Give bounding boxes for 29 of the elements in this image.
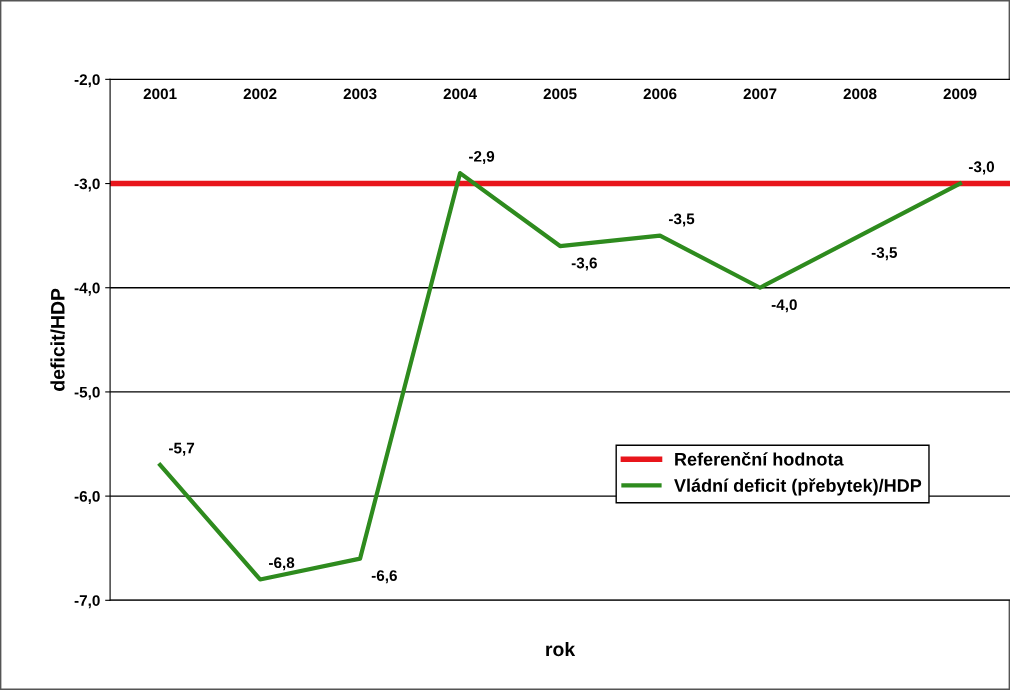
legend-label: Referenční hodnota [675,452,844,466]
x-tick-label: 2001 [143,88,177,100]
x-tick-label: 2008 [843,88,877,100]
x-tick-label: 2009 [943,88,977,100]
y-tick-label: -7,0 [74,595,100,609]
data-label: -3,6 [571,257,597,271]
x-tick-label: 2005 [543,88,577,100]
data-label: -2,9 [468,150,495,164]
x-tick-label: 2003 [343,88,377,100]
x-tick-label: 2002 [243,88,277,100]
y-tick-label: -3,0 [74,178,100,192]
data-label: -3,5 [871,247,898,261]
legend-label: Vládní deficit (přebytek)/HDP [674,478,922,496]
y-tick-label: -2,0 [74,74,100,88]
y-axis-title: deficit/HDP [50,288,65,391]
x-axis-title: rok [546,641,576,657]
x-tick-label: 2004 [443,88,477,100]
data-label: -3,5 [668,213,695,227]
data-label: -6,6 [371,570,397,584]
data-label: -5,7 [169,442,195,456]
x-tick-label: 2006 [643,88,677,100]
y-tick-label: -6,0 [74,490,100,505]
data-label: -6,8 [269,557,295,571]
data-label: -3,0 [968,161,995,175]
x-tick-label: 2007 [743,88,777,100]
line-series [157,171,963,582]
y-tick-label: -5,0 [74,386,100,400]
y-tick-label: -4,0 [74,282,100,296]
data-label: -4,0 [771,299,797,313]
